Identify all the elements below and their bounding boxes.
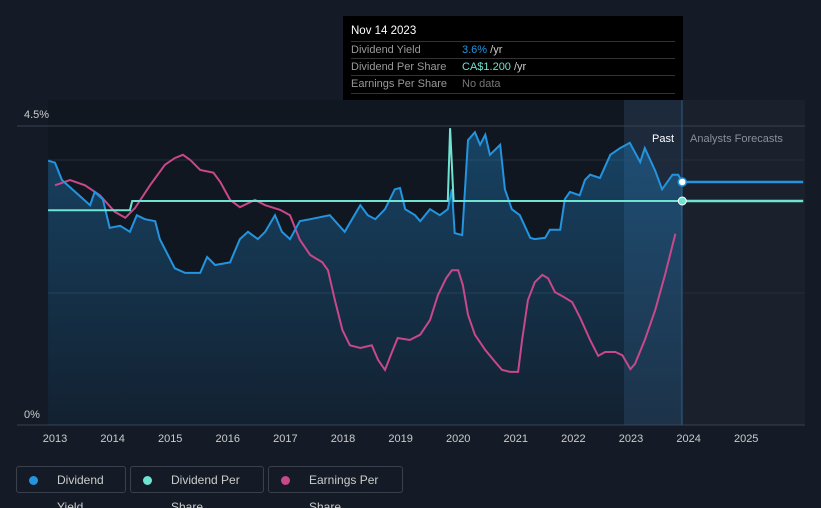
tooltip-date: Nov 14 2023 [351, 25, 417, 37]
past-label: Past [652, 133, 674, 145]
x-tick-label: 2013 [43, 433, 67, 445]
tooltip-unit: /yr [487, 44, 503, 56]
tooltip-value: No data [462, 78, 501, 90]
tooltip-label: Dividend Per Share [351, 61, 447, 73]
legend-dot-icon [143, 476, 152, 485]
dividend-per-share-line [48, 128, 683, 212]
dividend-per-share-marker [677, 196, 687, 206]
x-tick-label: 2015 [158, 433, 182, 445]
legend-dividend-yield[interactable]: Dividend Yield [16, 466, 126, 508]
x-tick-label: 2019 [388, 433, 412, 445]
x-tick-label: 2017 [273, 433, 297, 445]
earnings-per-share-line [54, 153, 677, 373]
y-label-bottom: 0% [24, 409, 40, 421]
x-tick-label: 2014 [100, 433, 124, 445]
tooltip-unit: /yr [510, 61, 527, 73]
tooltip: Nov 14 2023 Dividend Yield 3.6% /yr Divid… [343, 16, 683, 100]
legend-dividend-per-share[interactable]: Dividend Per Share [130, 466, 264, 508]
legend-dot-icon [29, 476, 38, 485]
legend-dot-icon [281, 476, 290, 485]
x-tick-label: 2020 [446, 433, 470, 445]
dividend-yield-line [47, 130, 684, 274]
y-label-top: 4.5% [24, 109, 49, 121]
forecast-region [682, 100, 805, 425]
legend-label: Dividend Per Share [171, 473, 240, 508]
tooltip-value: 3.6% [462, 44, 488, 56]
x-tick-label: 2022 [561, 433, 585, 445]
x-tick-label: 2021 [504, 433, 528, 445]
tooltip-label: Earnings Per Share [351, 78, 447, 90]
forecast-label: Analysts Forecasts [690, 133, 783, 145]
legend-label: Earnings Per Share [309, 473, 379, 508]
x-tick-label: 2023 [619, 433, 643, 445]
tooltip-label: Dividend Yield [351, 44, 421, 56]
tooltip-row-earnings-per-share: Earnings Per Share No data [351, 75, 675, 94]
x-tick-label: 2024 [676, 433, 700, 445]
legend-earnings-per-share[interactable]: Earnings Per Share [268, 466, 403, 508]
legend-label: Dividend Yield [57, 473, 104, 508]
x-tick-label: 2018 [331, 433, 355, 445]
x-tick-label: 2016 [216, 433, 240, 445]
tooltip-value: CA$1.200 [462, 61, 511, 73]
dividend-yield-area [48, 132, 683, 425]
x-tick-label: 2025 [734, 433, 758, 445]
tooltip-row-dividend-yield: Dividend Yield 3.6% /yr [351, 41, 675, 59]
dividend-yield-marker [677, 177, 688, 187]
tooltip-row-dividend-per-share: Dividend Per Share CA$1.200 /yr [351, 58, 675, 76]
